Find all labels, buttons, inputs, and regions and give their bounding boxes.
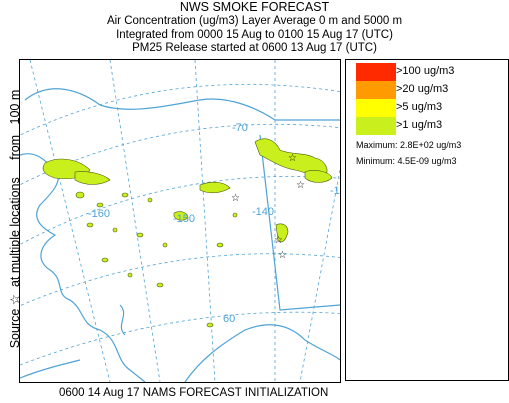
source-star-icon: ☆ (231, 193, 240, 204)
coastline (20, 88, 340, 382)
smoke-plumes (42, 138, 333, 328)
smoke-speck (206, 322, 214, 328)
latitude-line (20, 83, 340, 136)
legend-swatch (356, 117, 396, 135)
smoke-speck (156, 282, 164, 288)
longitude-line (194, 60, 216, 382)
alaska-map: -70 -130 -140 -150 -160 60 ☆ ☆ ☆ ☆ ☆ (20, 60, 340, 382)
source-markers: ☆ ☆ ☆ ☆ ☆ (231, 153, 305, 261)
grid-label: -150 (173, 213, 195, 225)
smoke-speck (101, 257, 109, 263)
smoke-area (304, 170, 333, 183)
source-star-icon: ☆ (274, 235, 283, 246)
legend-label: >5 ug/m3 (396, 101, 443, 113)
legend-item-5: >5 ug/m3 (356, 99, 506, 117)
bristol-bay (119, 304, 126, 336)
map-title: NWS SMOKE FORECAST (179, 0, 330, 14)
map-panel: -70 -130 -140 -150 -160 60 ☆ ☆ ☆ ☆ ☆ (19, 59, 341, 383)
source-star-icon: ☆ (278, 250, 287, 261)
source-star-icon: ☆ (296, 180, 305, 191)
legend-item-1: >1 ug/m3 (356, 117, 506, 135)
grid-label: 60 (223, 313, 235, 325)
smoke-speck (127, 272, 133, 278)
smoke-speck (232, 212, 238, 218)
source-star-icon: ☆ (288, 153, 297, 164)
smoke-speck (86, 222, 94, 228)
smoke-speck (75, 191, 85, 199)
smoke-area (199, 181, 231, 194)
smoke-speck (136, 232, 144, 238)
smoke-area (254, 138, 328, 177)
smoke-speck (96, 202, 104, 208)
legend-swatch (356, 81, 396, 99)
gulf-coast (184, 324, 340, 382)
legend-swatch (356, 63, 396, 81)
canada-border (259, 134, 340, 311)
legend-swatch (356, 99, 396, 117)
smoke-area (275, 223, 289, 243)
legend-label: >20 ug/m3 (396, 83, 449, 95)
west-coast (20, 153, 146, 382)
grid-label: -140 (252, 206, 274, 218)
forecast-initialization: 0600 14 Aug 17 NAMS FORECAST INITIALIZAT… (59, 387, 329, 399)
smoke-area (74, 171, 111, 185)
concentration-subtitle: Air Concentration (ug/m3) Layer Average … (106, 15, 403, 27)
latitude-line (20, 253, 340, 307)
legend-panel: >100 ug/m3 >20 ug/m3 >5 ug/m3 >1 ug/m3 M… (345, 59, 509, 381)
grid-label: -130 (330, 185, 340, 197)
legend-label: >100 ug/m3 (396, 65, 455, 77)
legend-item-100: >100 ug/m3 (356, 63, 506, 81)
longitude-line (29, 60, 111, 382)
smoke-speck (112, 227, 118, 233)
longitude-line (109, 60, 161, 382)
smoke-area (173, 211, 189, 221)
integration-period: Integrated from 0000 15 Aug to 0100 15 A… (116, 29, 393, 41)
release-start: PM25 Release started at 0600 13 Aug 17 (… (132, 42, 377, 54)
smoke-speck (147, 197, 153, 203)
maximum-value: Maximum: 2.8E+02 ug/m3 (356, 140, 462, 150)
longitude-line (299, 169, 340, 382)
peninsula-coast (20, 359, 81, 379)
minimum-value: Minimum: 4.5E-09 ug/m3 (356, 156, 457, 166)
latitude-line (20, 311, 340, 366)
grid-label: -160 (88, 208, 110, 220)
grid-label: -70 (232, 122, 248, 134)
arctic-coast (24, 88, 340, 121)
legend-item-20: >20 ug/m3 (356, 81, 506, 99)
legend-label: >1 ug/m3 (396, 119, 443, 131)
smoke-speck (162, 242, 168, 248)
smoke-speck (121, 192, 129, 198)
smoke-speck (216, 242, 224, 248)
